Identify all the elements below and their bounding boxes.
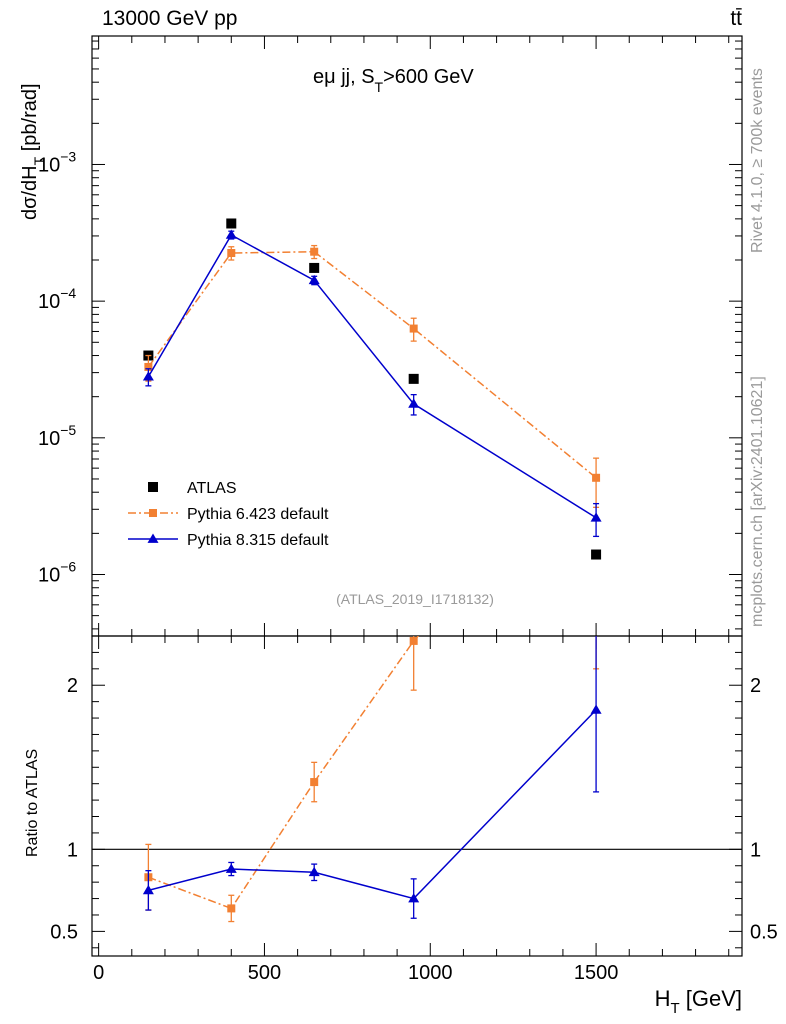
data-point-pythia-8-315-default	[590, 512, 602, 522]
ratio-y-tick-label-right: 0.5	[750, 921, 778, 943]
legend-marker-pythia-6-423-default	[149, 509, 157, 517]
ratio-line-pythia-8-315-default	[148, 709, 597, 900]
y-tick-label-base: 10	[38, 154, 60, 176]
y-tick-label-exp: −6	[60, 558, 76, 574]
data-point-atlas	[591, 549, 602, 560]
data-point-pythia-6-423-default	[144, 362, 153, 371]
y-tick-label: 10−3	[38, 148, 76, 176]
ratio-y-tick-label: 1	[67, 839, 78, 861]
y-axis-label-tail: [pb/rad]	[19, 83, 41, 156]
y-tick-label-base: 10	[38, 291, 60, 313]
y-tick-label: 10−4	[38, 285, 76, 313]
ratio-point-pythia-6-423-default	[409, 636, 418, 645]
x-axis-label-sub: T	[670, 1000, 679, 1017]
y-axis-label: dσ/dHT [pb/rad]	[19, 83, 47, 220]
data-point-pythia-6-423-default	[227, 249, 236, 258]
ratio-y-tick-label: 2	[67, 675, 78, 697]
data-point-pythia-8-315-default	[408, 398, 420, 408]
y-tick-label-base: 10	[38, 428, 60, 450]
legend-label-pythia-8-315-default: Pythia 8.315 default	[187, 532, 329, 549]
ratio-point-pythia-8-315-default	[142, 884, 154, 895]
legend-label-atlas: ATLAS	[187, 480, 237, 497]
x-axis-label: HT [GeV]	[655, 986, 742, 1017]
header-left: 13000 GeV pp	[102, 7, 237, 30]
side-text-top: Rivet 4.1.0, ≥ 700k events	[749, 68, 766, 253]
ratio-plot	[92, 435, 742, 923]
ratio-point-pythia-8-315-default	[308, 866, 320, 877]
legend-marker-pythia-8-315-default	[147, 533, 159, 543]
y-tick-label-base: 10	[38, 564, 60, 586]
y-axis-label-main: dσ/dH	[19, 165, 41, 220]
data-point-atlas	[309, 262, 320, 273]
header-right: tt̄	[730, 7, 742, 30]
side-text-bottom: mcplots.cern.ch [arXiv:2401.10621]	[749, 376, 766, 627]
data-point-pythia-8-315-default	[142, 371, 154, 381]
ratio-y-tick-label-right: 1	[750, 839, 761, 861]
ratio-point-pythia-8-315-default	[225, 863, 237, 873]
y-tick-label-exp: −3	[60, 148, 76, 164]
chart-title-tail: >600 GeV	[383, 66, 474, 88]
ratio-y-tick-label-right: 2	[750, 675, 761, 697]
x-tick-label: 1000	[408, 962, 453, 984]
data-point-pythia-8-315-default	[225, 229, 237, 239]
chart-title-sub: T	[375, 79, 384, 95]
x-tick-label: 500	[248, 962, 281, 984]
series-line-pythia-8-315-default	[147, 233, 597, 519]
data-point-atlas	[408, 373, 419, 384]
data-point-pythia-6-423-default	[592, 473, 601, 482]
y-tick-label-exp: −4	[60, 285, 76, 301]
data-point-atlas	[226, 218, 237, 229]
legend-marker-atlas	[148, 482, 158, 492]
x-tick-label: 0	[93, 962, 104, 984]
ratio-y-tick-label: 0.5	[50, 921, 78, 943]
ratio-y-axis-label: Ratio to ATLAS	[24, 749, 41, 857]
ratio-point-pythia-6-423-default	[592, 435, 600, 443]
ratio-line-pythia-6-423-default	[148, 636, 420, 910]
x-axis-label-main: H	[655, 986, 671, 1011]
data-point-pythia-8-315-default	[308, 274, 320, 285]
analysis-id: (ATLAS_2019_I1718132)	[336, 591, 494, 607]
y-axis-label-sub: T	[31, 156, 47, 165]
ratio-frame	[91, 635, 743, 957]
main-plot	[142, 218, 602, 560]
y-tick-label-exp: −5	[60, 422, 76, 438]
legend-label-pythia-6-423-default: Pythia 6.423 default	[187, 506, 329, 523]
ratio-point-pythia-6-423-default	[310, 778, 319, 787]
data-point-pythia-6-423-default	[310, 247, 319, 256]
chart-title-main: eμ jj, S	[313, 66, 375, 88]
y-tick-label: 10−6	[38, 558, 76, 586]
x-tick-label: 1500	[574, 962, 619, 984]
y-tick-label: 10−5	[38, 422, 76, 450]
data-point-pythia-6-423-default	[409, 324, 418, 333]
legend: ATLAS Pythia 6.423 default Pythia 8.315 de…	[128, 480, 329, 549]
chart-title: eμ jj, ST>600 GeV	[313, 66, 474, 95]
series-line-pythia-6-423-default	[147, 250, 597, 479]
ratio-point-pythia-8-315-default	[408, 893, 420, 903]
ratio-point-pythia-8-315-default	[590, 704, 602, 714]
x-axis-label-tail: [GeV]	[680, 986, 742, 1011]
ratio-point-pythia-6-423-default	[227, 904, 236, 913]
